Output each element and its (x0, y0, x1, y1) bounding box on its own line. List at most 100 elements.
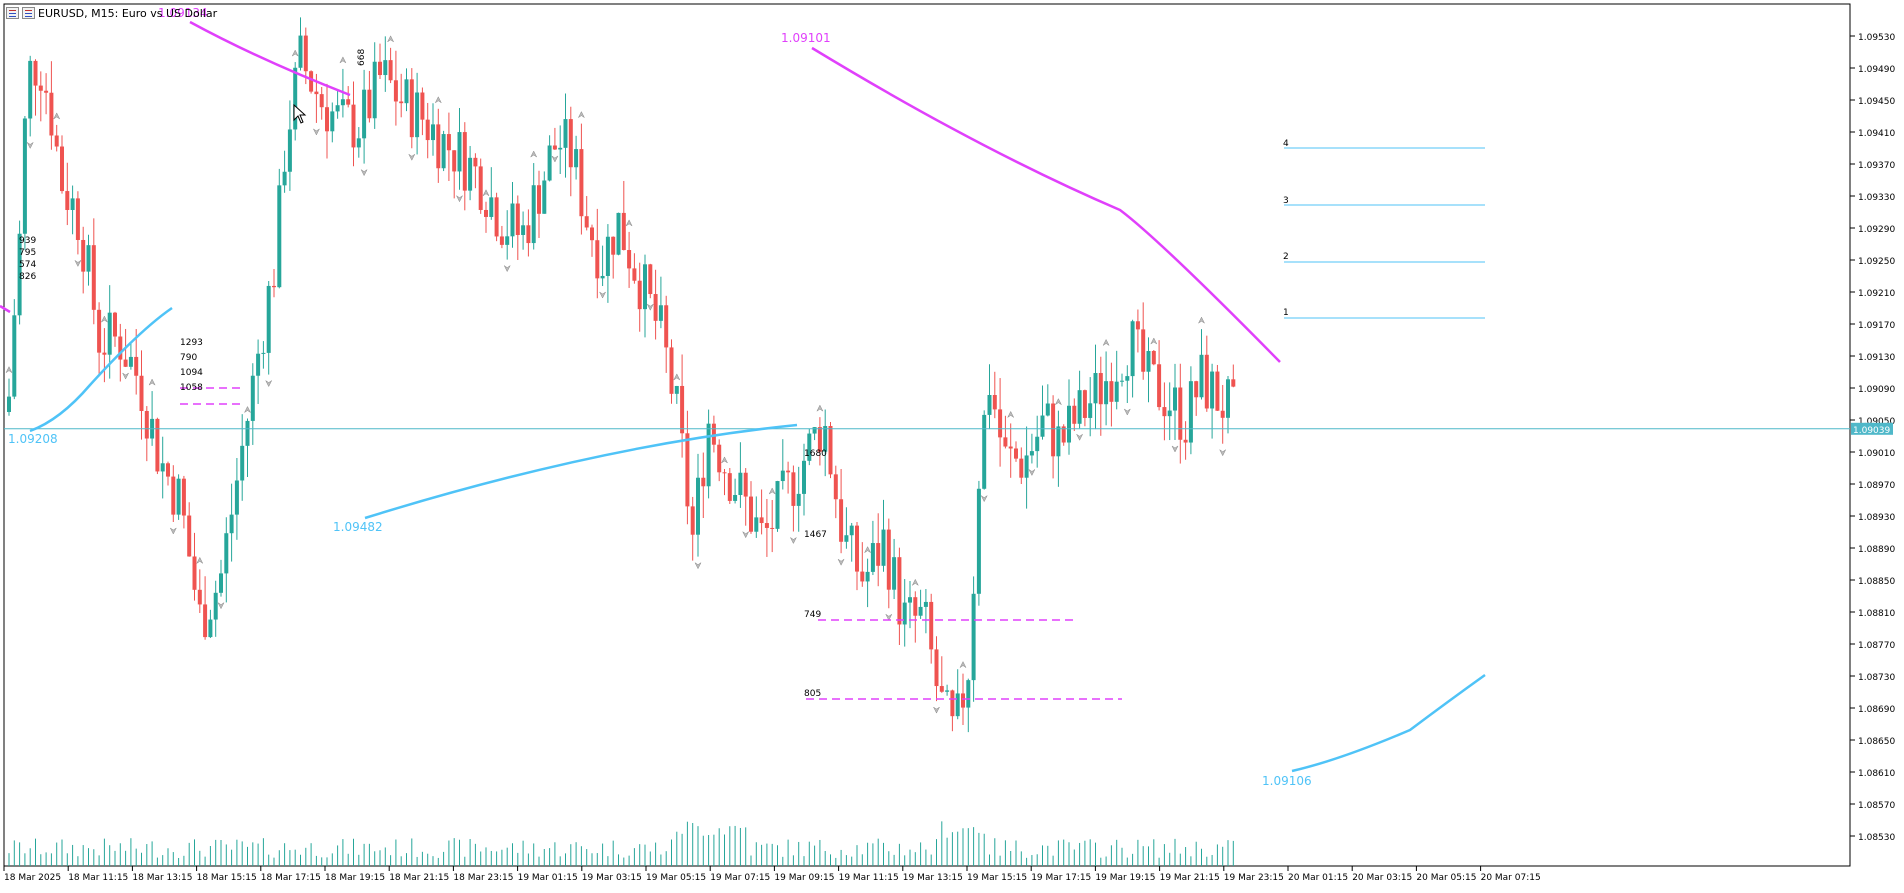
candle-body (1210, 371, 1215, 409)
candle-body (245, 420, 250, 446)
current-price-label: 1.09039 (1853, 426, 1890, 436)
magenta-line-mid (811, 46, 1281, 363)
candle-body (849, 525, 854, 536)
candle-body (431, 124, 435, 141)
fractal-up-icon (863, 546, 872, 554)
time-tick-label: 18 Mar 15:15 (197, 873, 257, 883)
price-tick-label: 1.08570 (1858, 801, 1895, 811)
time-tick-label: 19 Mar 13:15 (903, 873, 963, 883)
candle-body (1120, 380, 1124, 382)
candle-body (584, 216, 589, 228)
candle-body (605, 236, 610, 276)
fractal-up-icon (625, 219, 633, 227)
fractal-down-icon (360, 168, 368, 177)
candle-body (1199, 354, 1204, 398)
candle-body (775, 481, 780, 529)
current-price-tag (1851, 422, 1893, 435)
candle-body (600, 275, 605, 279)
candle-body (961, 693, 965, 708)
candle-body (865, 571, 870, 582)
fractal-down-icon (408, 153, 416, 161)
candle-body (934, 649, 939, 687)
candle-body (86, 245, 91, 272)
candle-body (754, 517, 759, 532)
fractal-up-icon (243, 405, 252, 414)
candle-body (839, 499, 844, 542)
candle-body (738, 472, 743, 495)
fractal-up-icon (1054, 398, 1063, 406)
candle-body (537, 185, 541, 214)
candle-body (250, 375, 255, 421)
candle-body (65, 191, 70, 210)
candle-body (664, 305, 669, 348)
candle-body (828, 426, 833, 475)
candle-body (1082, 390, 1087, 418)
price-tick-label: 1.08530 (1858, 833, 1895, 843)
cyan-price-label: 1.09482 (333, 520, 383, 534)
candle-body (611, 236, 616, 255)
cyan-line-left (29, 306, 173, 433)
fractal-up-icon (673, 373, 681, 381)
fractal-down-icon (932, 706, 941, 714)
candle-body (128, 356, 133, 367)
candle-body (547, 145, 552, 181)
fractal-up-icon (291, 49, 299, 57)
time-tick-label: 18 Mar 13:15 (132, 873, 192, 883)
price-tick-label: 1.09050 (1858, 417, 1895, 427)
candle-body (287, 129, 292, 172)
price-tick-label: 1.09010 (1858, 449, 1895, 459)
candle-body (743, 472, 748, 497)
candle-body (166, 463, 170, 477)
candle-body (282, 171, 287, 186)
fractal-down-icon (503, 264, 511, 273)
candle-body (590, 227, 594, 241)
candle-body (643, 264, 647, 310)
candle-body (303, 35, 308, 72)
candle-body (955, 693, 960, 717)
fractal-up-icon (386, 35, 395, 43)
time-tick-label: 18 Mar 19:15 (325, 873, 385, 883)
fractal-down-icon (742, 530, 750, 539)
candle-body (1178, 387, 1183, 440)
candle-body (22, 118, 27, 234)
fractal-up-icon (482, 189, 490, 197)
candle-body (176, 478, 181, 515)
candle-body (1008, 446, 1013, 449)
candle-body (680, 385, 685, 434)
candle-body (552, 145, 557, 150)
candle-body (727, 473, 732, 501)
price-tick-label: 1.09490 (1858, 65, 1895, 75)
candle-body (393, 80, 398, 102)
candle-body (1146, 350, 1151, 372)
candle-body (521, 225, 526, 235)
time-tick-label: 20 Mar 01:15 (1288, 873, 1348, 883)
candle-body (436, 124, 441, 169)
candle-body (319, 94, 324, 108)
chart-properties-icon[interactable] (22, 7, 35, 19)
time-tick-label: 20 Mar 07:15 (1481, 873, 1541, 883)
candle-body (123, 359, 128, 367)
candle-body (1157, 364, 1162, 408)
candle-body (621, 212, 626, 251)
candle-body (1226, 379, 1230, 418)
candle-body (764, 523, 769, 528)
candle-body (192, 556, 197, 590)
price-tick-label: 1.09290 (1858, 225, 1895, 235)
candle-body (272, 285, 276, 288)
candle-body (780, 470, 785, 482)
candle-body (70, 198, 75, 210)
candle-body (817, 427, 822, 452)
candle-body (1014, 448, 1018, 459)
candle-body (81, 239, 86, 272)
candle-body (309, 71, 314, 92)
candle-body (1135, 321, 1140, 330)
candle-body (510, 203, 515, 237)
candle-body (134, 356, 139, 376)
candle-body (733, 494, 738, 501)
chart-window-icon[interactable] (6, 7, 19, 19)
candle-body (971, 593, 976, 681)
candle-body (515, 203, 520, 235)
time-tick-label: 19 Mar 01:15 (518, 873, 578, 883)
